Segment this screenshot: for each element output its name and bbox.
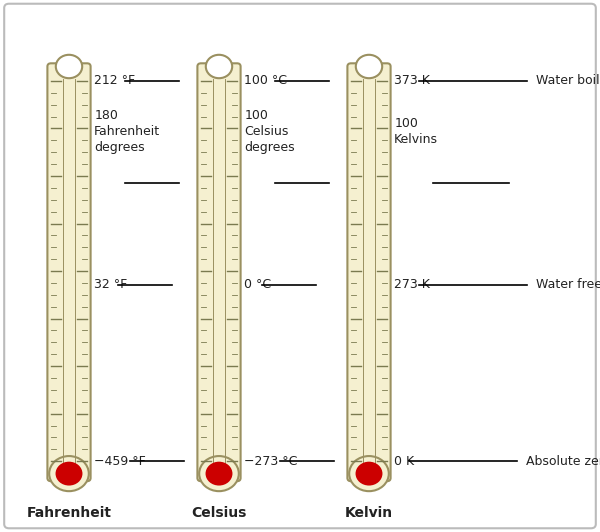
Circle shape: [356, 462, 382, 486]
Circle shape: [56, 462, 82, 486]
Text: Fahrenheit: Fahrenheit: [26, 506, 112, 520]
Circle shape: [56, 55, 82, 78]
Text: Water boils: Water boils: [536, 74, 600, 87]
Bar: [363, 467, 375, 479]
Text: 273 K: 273 K: [394, 278, 430, 291]
Circle shape: [356, 55, 382, 78]
Text: 373 K: 373 K: [394, 74, 430, 87]
Bar: [63, 467, 75, 479]
Circle shape: [49, 456, 89, 491]
Circle shape: [206, 55, 232, 78]
FancyBboxPatch shape: [4, 4, 596, 528]
Text: Kelvin: Kelvin: [345, 506, 393, 520]
Text: Celsius: Celsius: [191, 506, 247, 520]
Circle shape: [206, 462, 232, 486]
Text: 32 °F: 32 °F: [94, 278, 127, 291]
Text: 100
Kelvins: 100 Kelvins: [394, 118, 438, 146]
FancyBboxPatch shape: [47, 63, 91, 481]
Circle shape: [199, 456, 239, 491]
Circle shape: [349, 456, 389, 491]
FancyBboxPatch shape: [197, 63, 241, 481]
Text: 0 °C: 0 °C: [244, 278, 271, 291]
Text: −459 °F: −459 °F: [94, 455, 146, 468]
Text: 212 °F: 212 °F: [94, 74, 136, 87]
Text: −273 °C: −273 °C: [244, 455, 298, 468]
Text: Water freezes: Water freezes: [536, 278, 600, 291]
Text: 100
Celsius
degrees: 100 Celsius degrees: [244, 110, 295, 154]
FancyBboxPatch shape: [347, 63, 391, 481]
Text: 100 °C: 100 °C: [244, 74, 287, 87]
Bar: [213, 467, 225, 479]
Text: 180
Fahrenheit
degrees: 180 Fahrenheit degrees: [94, 110, 160, 154]
Text: Absolute zero: Absolute zero: [526, 455, 600, 468]
Text: 0 K: 0 K: [394, 455, 415, 468]
